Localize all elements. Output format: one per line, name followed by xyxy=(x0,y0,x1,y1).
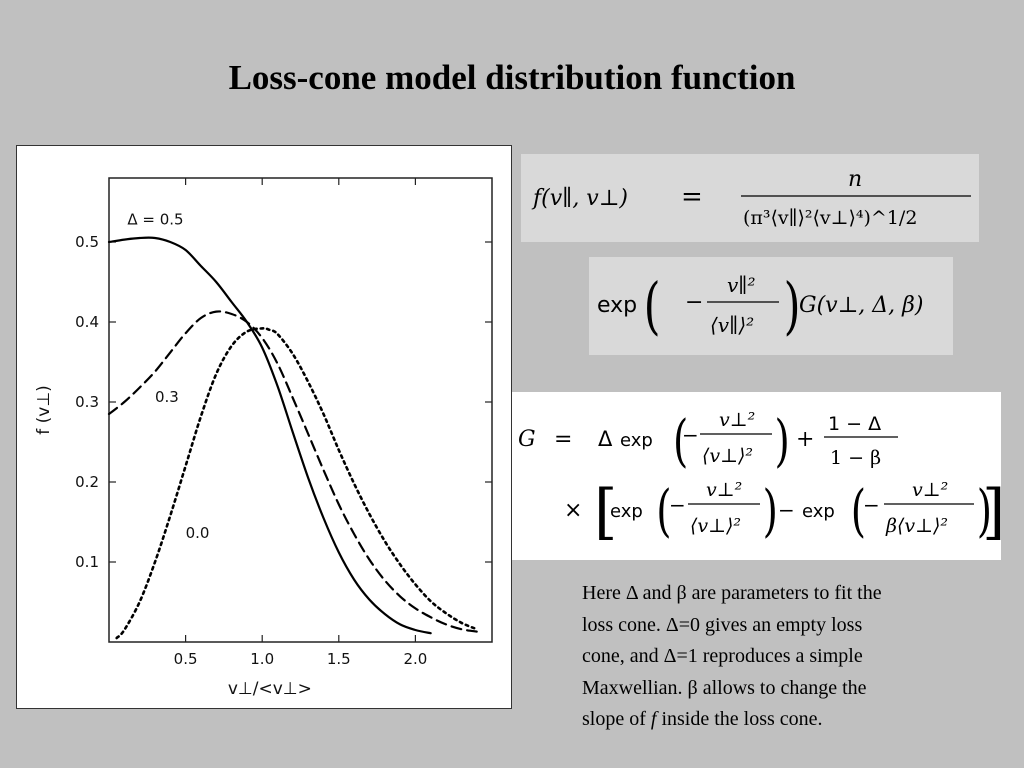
g-exp2-numerator: v⊥² xyxy=(706,479,742,501)
x-tick-label: 2.0 xyxy=(403,650,427,668)
y-tick-label: 0.5 xyxy=(75,233,99,251)
slide-title: Loss-cone model distribution function xyxy=(228,58,796,97)
x-tick-label: 1.0 xyxy=(250,650,274,668)
g-lhs: G xyxy=(518,427,536,452)
chart-panel: 0.5 1.0 1.5 2.0 0.1 0.2 0.3 0.4 0.5 v⊥/<v⊥> f (v⊥)… xyxy=(16,145,512,709)
g-minus-3: − xyxy=(778,498,795,522)
series-line-dotted xyxy=(115,327,478,640)
g-frac-denominator: 1 − β xyxy=(830,447,881,469)
g-exp-label-2: exp xyxy=(610,501,643,522)
g-exp-denominator: ⟨v⊥⟩² xyxy=(702,445,753,467)
minus-sign: − xyxy=(685,290,703,315)
g-paren-l2: ( xyxy=(656,479,671,544)
x-axis-label: v⊥/<v⊥> xyxy=(228,679,312,699)
description-segment: inside the loss cone. xyxy=(656,708,823,730)
x-tick-label: 0.5 xyxy=(174,650,198,668)
g-function-svg: G = Δ exp ( − v⊥² ⟨v⊥⟩² ) + 1 − Δ 1 − β … xyxy=(518,409,1005,547)
g-bracket-left: [ xyxy=(594,477,617,547)
equals-sign: = xyxy=(681,182,703,212)
description-line: loss cone. Δ=0 gives an empty loss xyxy=(582,613,863,636)
exp-arg-denominator: ⟨v∥⟩² xyxy=(710,313,754,337)
series-line-dashed xyxy=(107,310,478,633)
g-paren-r2: ) xyxy=(763,479,778,544)
annotation-0.3: 0.3 xyxy=(155,388,179,406)
plot-frame xyxy=(108,177,493,643)
g-function-formula: G = Δ exp ( − v⊥² ⟨v⊥⟩² ) + 1 − Δ 1 − β … xyxy=(512,392,1005,560)
g-frac-numerator: 1 − Δ xyxy=(828,413,881,435)
y-tick-label: 0.3 xyxy=(75,393,99,411)
exp-label: exp xyxy=(597,293,637,318)
g-minus-1: − xyxy=(682,423,699,447)
description-text: Here Δ and β are parameters to fit the l… xyxy=(582,578,982,736)
annotation-delta-0.5: Δ = 0.5 xyxy=(127,210,183,228)
x-tick-label: 1.5 xyxy=(327,650,351,668)
g-plus: + xyxy=(796,427,814,452)
g-call: G(v⊥, Δ, β) xyxy=(799,293,923,318)
distribution-formula: f(v∥, v⊥) = n (π³⟨v∥⟩²⟨v⊥⟩⁴)^1/2 xyxy=(521,154,979,242)
distribution-formula-svg: f(v∥, v⊥) = n (π³⟨v∥⟩²⟨v⊥⟩⁴)^1/2 xyxy=(531,167,971,229)
exp-factor-svg: × exp ( − v∥² ⟨v∥⟩² ) G(v⊥, Δ, β) xyxy=(567,269,923,342)
distribution-chart: 0.5 1.0 1.5 2.0 0.1 0.2 0.3 0.4 0.5 v⊥/<v⊥> f (v⊥)… xyxy=(34,177,493,699)
g-exp3-numerator: v⊥² xyxy=(912,479,948,501)
description-line: Here Δ and β are parameters to fit the xyxy=(582,582,882,604)
g-paren-r3: ) xyxy=(977,479,992,544)
g-minus-2: − xyxy=(669,493,686,517)
right-paren: ) xyxy=(784,269,801,342)
left-paren: ( xyxy=(644,269,661,342)
description-segment: slope of xyxy=(582,708,651,730)
f-numerator: n xyxy=(848,167,862,192)
g-exp2-denominator: ⟨v⊥⟩² xyxy=(690,515,741,537)
g-exp-label: exp xyxy=(620,430,653,451)
y-tick-label: 0.1 xyxy=(75,553,99,571)
description-line: Maxwellian. β allows to change the xyxy=(582,676,867,699)
g-paren-r1: ) xyxy=(775,409,790,474)
y-tick-label: 0.4 xyxy=(75,313,99,331)
description-line: slope of f inside the loss cone. xyxy=(582,704,982,736)
series-line-solid xyxy=(107,236,432,635)
y-axis-label: f (v⊥) xyxy=(34,385,54,435)
g-delta: Δ xyxy=(598,427,613,451)
g-paren-l1: ( xyxy=(673,409,688,474)
g-times-sign: × xyxy=(564,498,582,523)
y-tick-label: 0.2 xyxy=(75,473,99,491)
exp-arg-numerator: v∥² xyxy=(727,273,756,297)
annotation-0.0: 0.0 xyxy=(186,524,210,542)
f-lhs: f(v∥, v⊥) xyxy=(531,186,628,211)
g-exp3-denominator: β⟨v⊥⟩² xyxy=(885,515,948,537)
g-equals: = xyxy=(554,427,572,452)
g-exp-label-3: exp xyxy=(802,501,835,522)
g-paren-l3: ( xyxy=(851,479,866,544)
g-bracket-right: ] xyxy=(982,477,1001,547)
description-f-symbol: f xyxy=(650,708,657,730)
exp-factor-formula: × exp ( − v∥² ⟨v∥⟩² ) G(v⊥, Δ, β) xyxy=(567,257,953,355)
f-denominator: (π³⟨v∥⟩²⟨v⊥⟩⁴)^1/2 xyxy=(743,207,917,229)
g-minus-4: − xyxy=(863,493,880,517)
description-line: cone, and Δ=1 reproduces a simple xyxy=(582,645,863,667)
g-exp-numerator: v⊥² xyxy=(719,409,755,431)
